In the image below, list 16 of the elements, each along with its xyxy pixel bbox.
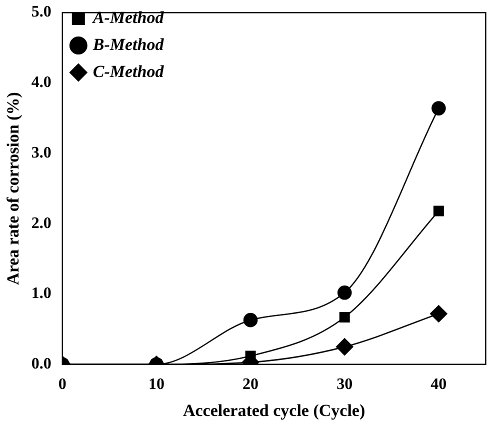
y-tick-label: 4.0 bbox=[31, 74, 52, 92]
legend-label: B-Method bbox=[92, 34, 164, 54]
x-tick-label: 20 bbox=[242, 376, 259, 394]
y-tick-label: 5.0 bbox=[31, 4, 52, 21]
x-tick-label: 0 bbox=[58, 376, 66, 394]
y-tick-label: 3.0 bbox=[31, 144, 52, 162]
x-tick-label: 10 bbox=[148, 376, 164, 394]
legend-label: A-Method bbox=[92, 8, 164, 27]
x-axis-title: Accelerated cycle (Cycle) bbox=[182, 401, 366, 420]
y-axis-title: Area rate of corrosion (%) bbox=[4, 92, 23, 285]
y-tick-label: 2.0 bbox=[31, 214, 52, 232]
y-tick-label: 0.0 bbox=[31, 356, 52, 373]
x-tick-label: 30 bbox=[336, 376, 353, 394]
x-tick-label: 40 bbox=[430, 376, 447, 394]
y-tick-label: 1.0 bbox=[31, 285, 52, 302]
legend-label: C-Method bbox=[92, 62, 164, 81]
